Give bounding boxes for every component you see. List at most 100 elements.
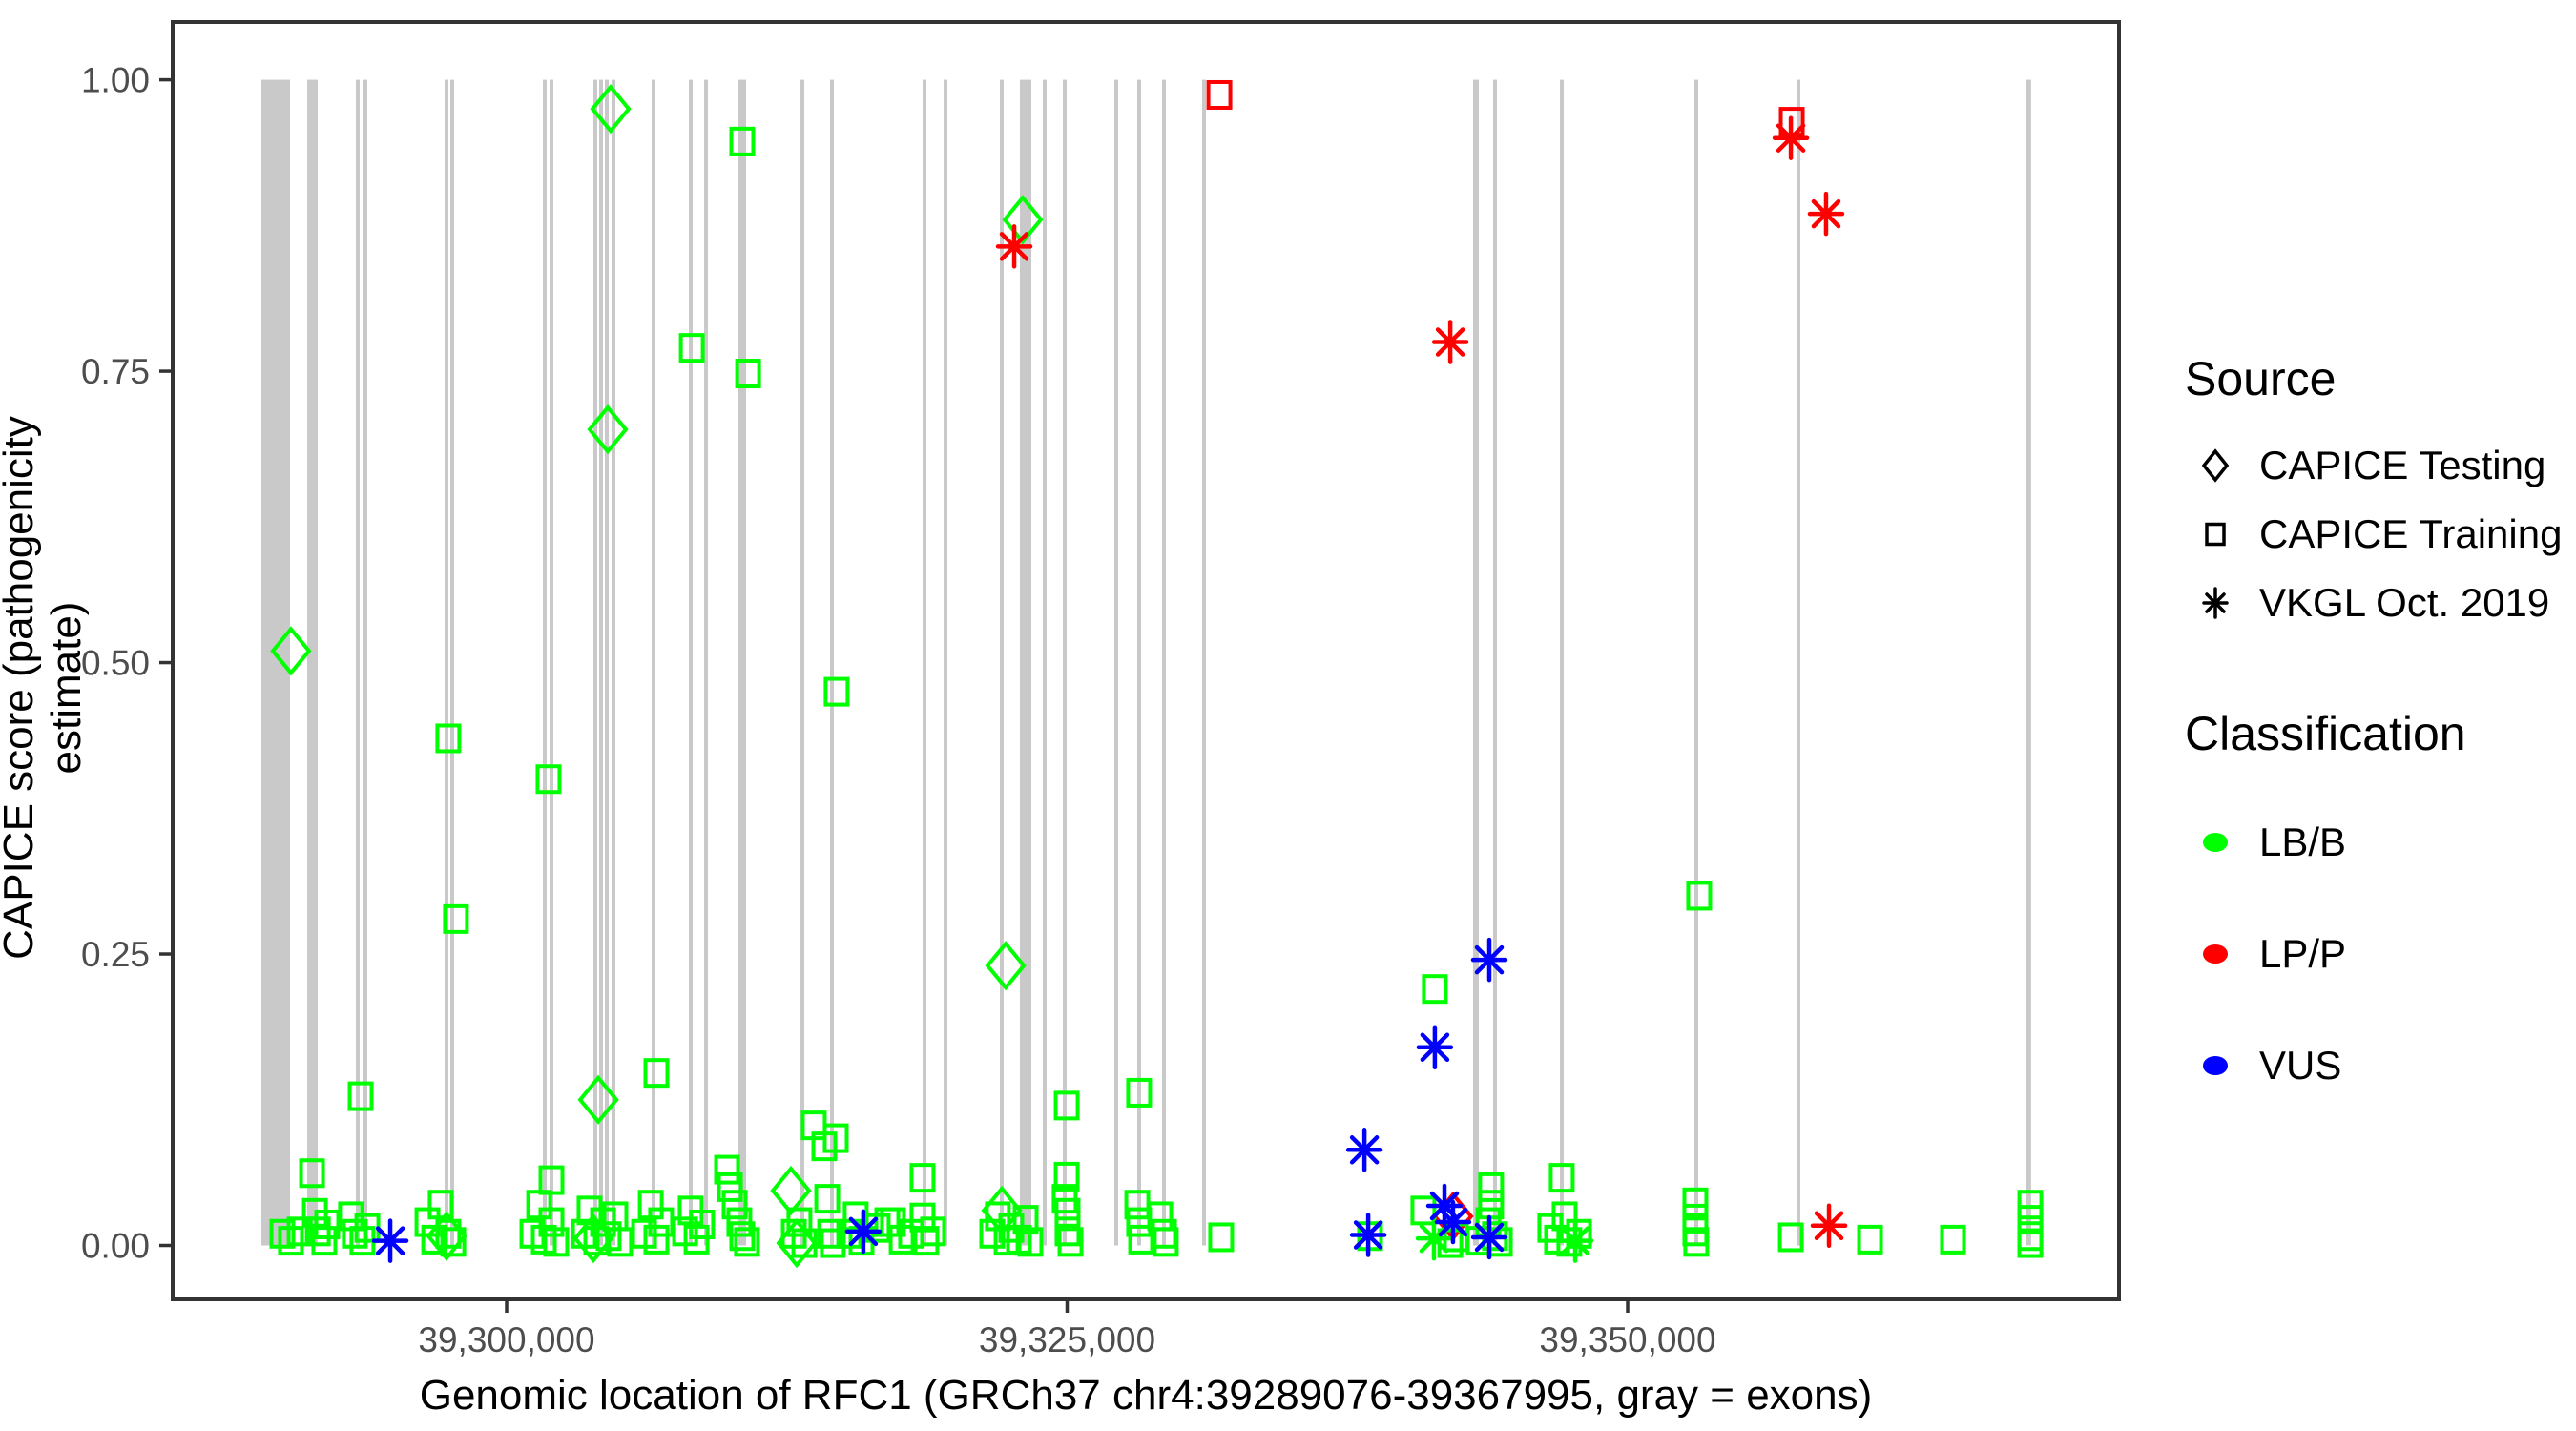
data-point [1126,1077,1153,1108]
legend-item-vus: VUS [2185,1009,2566,1121]
legend-item-label: CAPICE Training [2259,511,2563,556]
exon-band [1162,79,1167,1246]
data-point [2017,1190,2044,1220]
data-point [435,1218,462,1249]
legend-key [2185,812,2246,873]
data-point [1686,881,1713,911]
y-tick-label: 0.75 [81,352,150,391]
data-point [791,1228,818,1258]
data-point [2017,1228,2044,1258]
data-point [683,1224,710,1255]
data-point [717,1172,743,1202]
data-point [817,1218,843,1249]
data-point [1054,1197,1081,1228]
exon-band [703,79,709,1246]
legend-item-capice-testing: CAPICE Testing [2185,431,2566,500]
data-point [1682,1187,1709,1217]
exon-band [1019,79,1031,1246]
exon-band [307,79,319,1246]
y-axis-title: CAPICE score (pathogenicity estimate) [0,416,90,960]
panel-border [171,20,2121,1301]
data-point [278,1226,304,1256]
data-point [820,1228,846,1258]
exon-band [1693,79,1699,1246]
exon-band [923,79,927,1246]
legend-key [2185,435,2246,496]
data-point [347,1081,374,1111]
exon-band [737,79,747,1246]
exon-band [612,79,616,1246]
y-tick-label: 0.25 [81,935,150,974]
data-point [844,1209,883,1255]
y-tick-label: 0.00 [81,1227,150,1266]
asterisk-icon [2202,587,2229,619]
data-point [823,676,850,707]
legend-item-lb-b: LB/B [2185,786,2566,898]
data-point [729,1221,756,1252]
data-point [299,1158,325,1189]
data-point [1683,1227,1710,1257]
data-point [734,1227,760,1257]
data-point [979,1218,1006,1249]
data-point [1017,1227,1044,1257]
diamond-icon [2201,448,2230,483]
data-point [1470,937,1508,983]
data-point [729,126,756,156]
data-point [607,1227,634,1257]
classification-dot-icon [2203,944,2228,964]
exon-band [2025,79,2031,1246]
exon-band [1797,79,1801,1246]
data-point [1415,1215,1453,1261]
legend-item-capice-training: CAPICE Training [2185,500,2566,569]
data-point [735,359,761,389]
data-point [678,333,705,363]
data-point [786,1207,813,1237]
data-point [543,1227,570,1257]
exon-band [362,79,368,1246]
legend-item-label: LP/P [2259,930,2347,976]
data-point [1548,1163,1575,1193]
legend-item-label: LB/B [2259,819,2347,864]
data-point [1434,1199,1472,1245]
legend-item-label: CAPICE Testing [2259,443,2546,487]
exon-band [550,79,554,1246]
data-point [371,1218,409,1263]
data-point [1345,1128,1383,1172]
x-tick-label: 39,350,000 [1539,1320,1715,1359]
data-point [535,764,562,795]
data-point [814,1184,841,1214]
exon-band [1472,79,1479,1246]
legend-key [2185,504,2246,565]
x-tick-label: 39,300,000 [418,1320,594,1359]
legend-classification-group: Classification LB/B LP/P VUS [2185,706,2566,1121]
data-point [435,723,462,754]
data-point [822,1123,849,1153]
data-point [577,1074,619,1125]
data-point [1053,1090,1080,1121]
exon-band [1559,79,1564,1246]
data-point [689,1210,716,1240]
exon-band [599,79,604,1246]
data-point [1422,974,1448,1005]
data-point [1425,1183,1464,1229]
exon-band [1062,79,1067,1246]
exon-band [1113,79,1118,1246]
data-point [1478,1172,1505,1202]
exon-band [356,79,361,1246]
legend-item-lp-p: LP/P [2185,898,2566,1009]
y-tick-label: 0.50 [81,644,150,683]
data-point [440,1227,467,1257]
data-point [286,1216,313,1247]
y-tick-label: 1.00 [81,61,150,100]
data-point [1053,1161,1080,1192]
data-point [1057,1227,1084,1257]
classification-dot-icon [2203,832,2228,852]
data-point [1208,1222,1235,1253]
data-point [1206,79,1233,110]
data-point [1772,115,1810,160]
exon-band [943,79,948,1246]
data-point [1807,191,1845,237]
data-point [1556,1218,1594,1263]
